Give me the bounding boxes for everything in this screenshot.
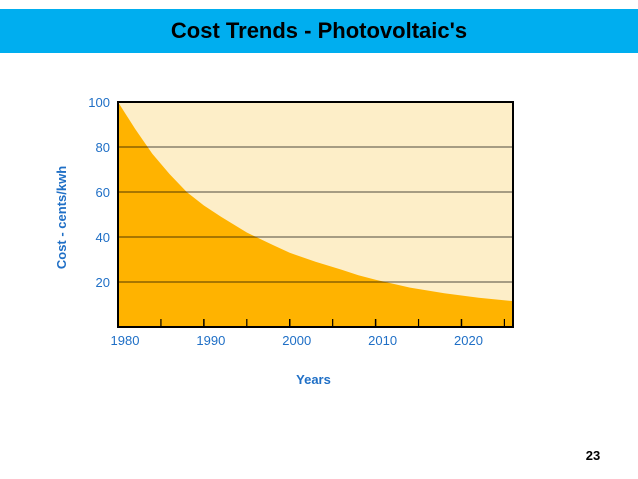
x-tick-label-1990: 1990 xyxy=(196,333,225,348)
x-axis-label: Years xyxy=(296,372,331,387)
y-tick-label-80: 80 xyxy=(96,140,110,155)
y-tick-label-20: 20 xyxy=(96,275,110,290)
page-number: 23 xyxy=(585,448,601,463)
y-tick-label-60: 60 xyxy=(96,185,110,200)
x-tick-label-2010: 2010 xyxy=(368,333,397,348)
x-tick-label-2000: 2000 xyxy=(282,333,311,348)
title-bar: Cost Trends - Photovoltaic's xyxy=(0,9,638,53)
y-axis-label: Cost - cents/kwh xyxy=(54,166,69,269)
slide-title: Cost Trends - Photovoltaic's xyxy=(170,18,468,43)
plot-frame xyxy=(117,101,514,328)
y-tick-label-100: 100 xyxy=(88,95,110,110)
x-tick-label-2020: 2020 xyxy=(454,333,483,348)
cost-area xyxy=(118,102,513,327)
x-tick-label-1980: 1980 xyxy=(111,333,140,348)
y-tick-label-40: 40 xyxy=(96,230,110,245)
